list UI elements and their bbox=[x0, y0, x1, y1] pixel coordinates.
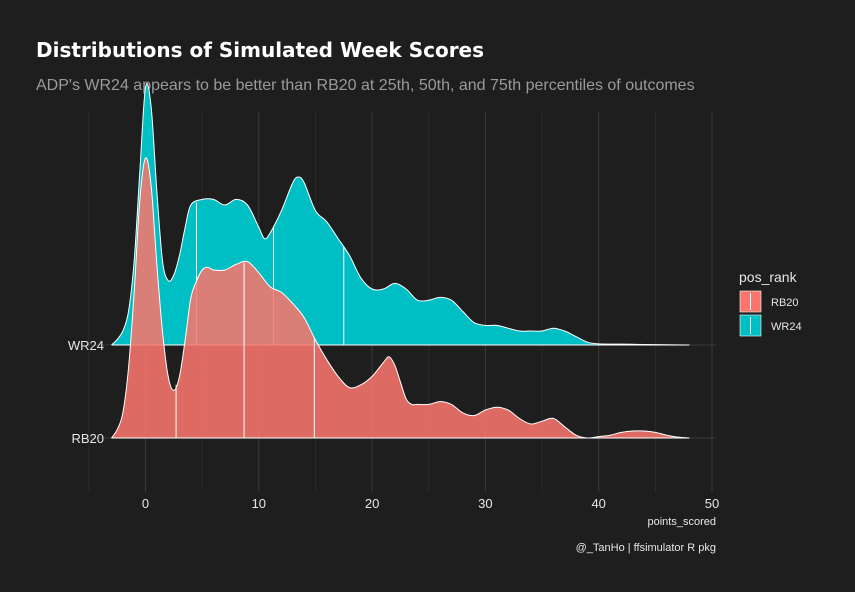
x-axis-label: points_scored bbox=[648, 516, 717, 528]
legend-title: pos_rank bbox=[739, 269, 798, 285]
legend: pos_rank RB20 WR24 bbox=[739, 269, 802, 337]
legend-label-wr24: WR24 bbox=[771, 321, 802, 333]
x-axis-ticks: 0 10 20 30 40 50 bbox=[142, 496, 719, 511]
ridge-outline-rb20 bbox=[111, 157, 690, 439]
ridge-rb20 bbox=[111, 157, 690, 439]
chart-subtitle: ADP's WR24 appears to be better than RB2… bbox=[36, 77, 695, 94]
y-tick-label: WR24 bbox=[68, 338, 104, 353]
x-tick-label: 30 bbox=[478, 496, 492, 511]
x-tick-label: 40 bbox=[591, 496, 605, 511]
legend-label-rb20: RB20 bbox=[771, 297, 799, 309]
chart-caption: @_TanHo | ffsimulator R pkg bbox=[576, 542, 716, 554]
y-axis-ticks: RB20 WR24 bbox=[68, 338, 104, 446]
ridge-outline-wr24 bbox=[111, 83, 690, 346]
ridge-area-rb20 bbox=[111, 157, 690, 439]
x-tick-label: 0 bbox=[142, 496, 149, 511]
x-tick-label: 20 bbox=[365, 496, 379, 511]
x-tick-label: 50 bbox=[705, 496, 719, 511]
density-ridges bbox=[111, 83, 690, 439]
x-tick-label: 10 bbox=[252, 496, 266, 511]
y-tick-label: RB20 bbox=[71, 431, 104, 446]
chart-title: Distributions of Simulated Week Scores bbox=[36, 38, 484, 62]
